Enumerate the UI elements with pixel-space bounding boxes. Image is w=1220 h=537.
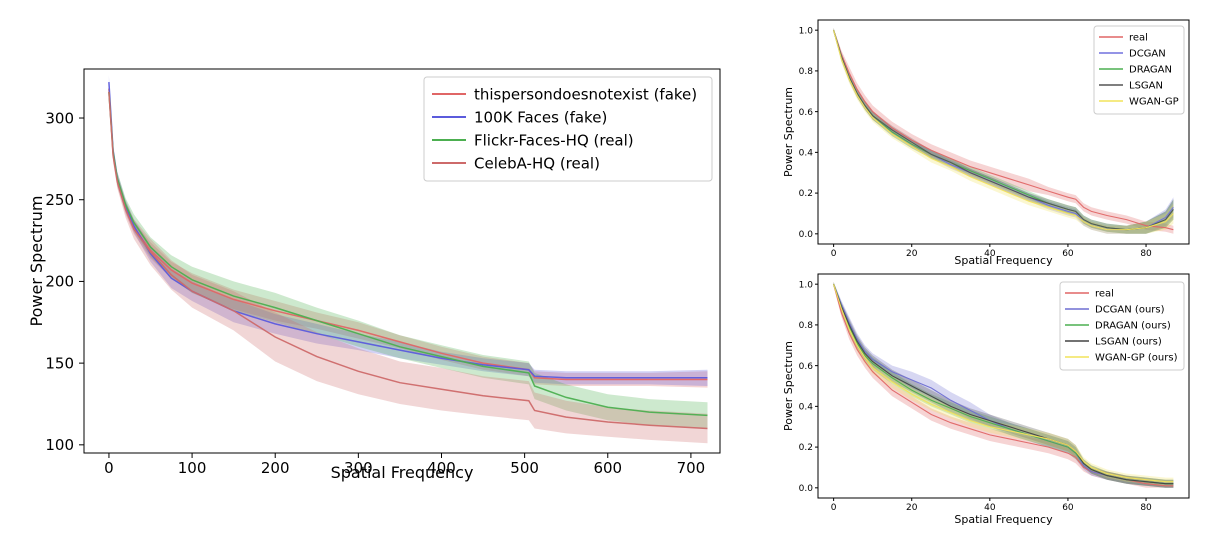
y-tick-label: 0.0 xyxy=(799,230,814,240)
x-tick-label: 200 xyxy=(261,459,290,477)
bottom-right-chart: 0 20 40 60 80 0.0 0.2 0.4 0.6 0.8 1.0 Spatial Frequ… xyxy=(782,273,1190,526)
legend-label: CelebA-HQ (real) xyxy=(474,154,600,172)
y-tick-label: 100 xyxy=(45,436,74,454)
y-tick-label: 0.2 xyxy=(799,443,813,453)
x-tick-label: 40 xyxy=(984,249,996,259)
x-tick-label: 80 xyxy=(1140,503,1152,513)
series-band-3 xyxy=(833,282,1174,488)
x-tick-label: 0 xyxy=(104,459,114,477)
y-tick-label: 0.8 xyxy=(799,67,814,77)
legend-box xyxy=(1059,281,1185,371)
y-tick-label: 150 xyxy=(45,354,74,372)
y-tick-label: 0.6 xyxy=(799,108,814,118)
x-axis-label: Spatial Frequency xyxy=(954,513,1053,526)
legend-label: DRAGAN (ours) xyxy=(1095,321,1171,332)
plot-frame xyxy=(817,273,1190,499)
legend-label: WGAN-GP xyxy=(1129,97,1179,108)
series-band-2 xyxy=(108,85,708,429)
x-tick-label: 300 xyxy=(344,459,373,477)
x-tick-label: 60 xyxy=(1062,503,1074,513)
x-tick-label: 60 xyxy=(1062,249,1074,259)
legend-label: thispersondoesnotexist (fake) xyxy=(474,85,697,103)
legend-label: 100K Faces (fake) xyxy=(474,108,607,126)
plot-frame xyxy=(817,19,1190,245)
legend-box xyxy=(1093,25,1185,115)
x-tick-label: 400 xyxy=(427,459,456,477)
legend-label: LSGAN (ours) xyxy=(1095,337,1162,348)
y-tick-label: 0.6 xyxy=(799,362,814,372)
x-tick-label: 100 xyxy=(178,459,207,477)
series-band-4 xyxy=(833,28,1174,234)
x-tick-label: 0 xyxy=(831,249,837,259)
y-tick-label: 250 xyxy=(45,191,74,209)
x-axis-label: Spatial Frequency xyxy=(331,463,474,482)
series-band-0 xyxy=(833,28,1174,234)
y-tick-label: 1.0 xyxy=(799,280,814,290)
plot-frame xyxy=(83,68,721,454)
main-chart: 0 100 200 300 400 500 600 700100150200250300Spa… xyxy=(27,68,721,482)
series-line-4 xyxy=(833,30,1174,231)
x-tick-label: 700 xyxy=(677,459,706,477)
y-tick-label: 0.0 xyxy=(799,484,814,494)
x-tick-label: 80 xyxy=(1140,249,1152,259)
x-tick-label: 600 xyxy=(593,459,622,477)
x-axis-label: Spatial Frequency xyxy=(954,254,1053,267)
series-line-3 xyxy=(108,91,708,430)
series-line-2 xyxy=(108,91,708,417)
series-band-1 xyxy=(108,75,708,386)
top-right-chart: 0 20 40 60 80 0.0 0.2 0.4 0.6 0.8 1.0 Spatial Frequ… xyxy=(782,19,1190,267)
series-line-3 xyxy=(833,30,1174,231)
legend-label: DRAGAN xyxy=(1129,65,1172,76)
series-line-0 xyxy=(833,30,1174,231)
legend-box xyxy=(423,76,713,182)
series-band-0 xyxy=(108,82,708,388)
y-tick-label: 200 xyxy=(45,273,74,291)
legend-label: real xyxy=(1129,33,1148,44)
x-tick-label: 40 xyxy=(984,503,996,513)
x-tick-label: 20 xyxy=(906,503,918,513)
y-tick-label: 300 xyxy=(45,109,74,127)
y-tick-label: 0.8 xyxy=(799,321,814,331)
y-tick-label: 0.4 xyxy=(799,403,814,413)
legend-label: DCGAN (ours) xyxy=(1095,305,1165,316)
legend-label: LSGAN xyxy=(1129,81,1163,92)
legend-label: WGAN-GP (ours) xyxy=(1095,353,1178,364)
y-axis-label: Power Spectrum xyxy=(782,341,795,431)
legend-label: DCGAN xyxy=(1129,49,1166,60)
y-axis-label: Power Spectrum xyxy=(782,87,795,177)
y-tick-label: 0.4 xyxy=(799,149,814,159)
x-tick-label: 500 xyxy=(510,459,539,477)
x-tick-label: 20 xyxy=(906,249,918,259)
legend-label: Flickr-Faces-HQ (real) xyxy=(474,131,634,149)
legend-label: real xyxy=(1095,289,1114,300)
y-tick-label: 1.0 xyxy=(799,26,814,36)
y-axis-label: Power Spectrum xyxy=(27,196,46,327)
series-band-3 xyxy=(108,85,708,444)
x-tick-label: 0 xyxy=(831,503,837,513)
series-line-3 xyxy=(833,284,1174,485)
series-line-4 xyxy=(833,284,1174,483)
y-tick-label: 0.2 xyxy=(799,189,813,199)
series-band-2 xyxy=(833,282,1174,488)
series-line-1 xyxy=(108,82,708,379)
